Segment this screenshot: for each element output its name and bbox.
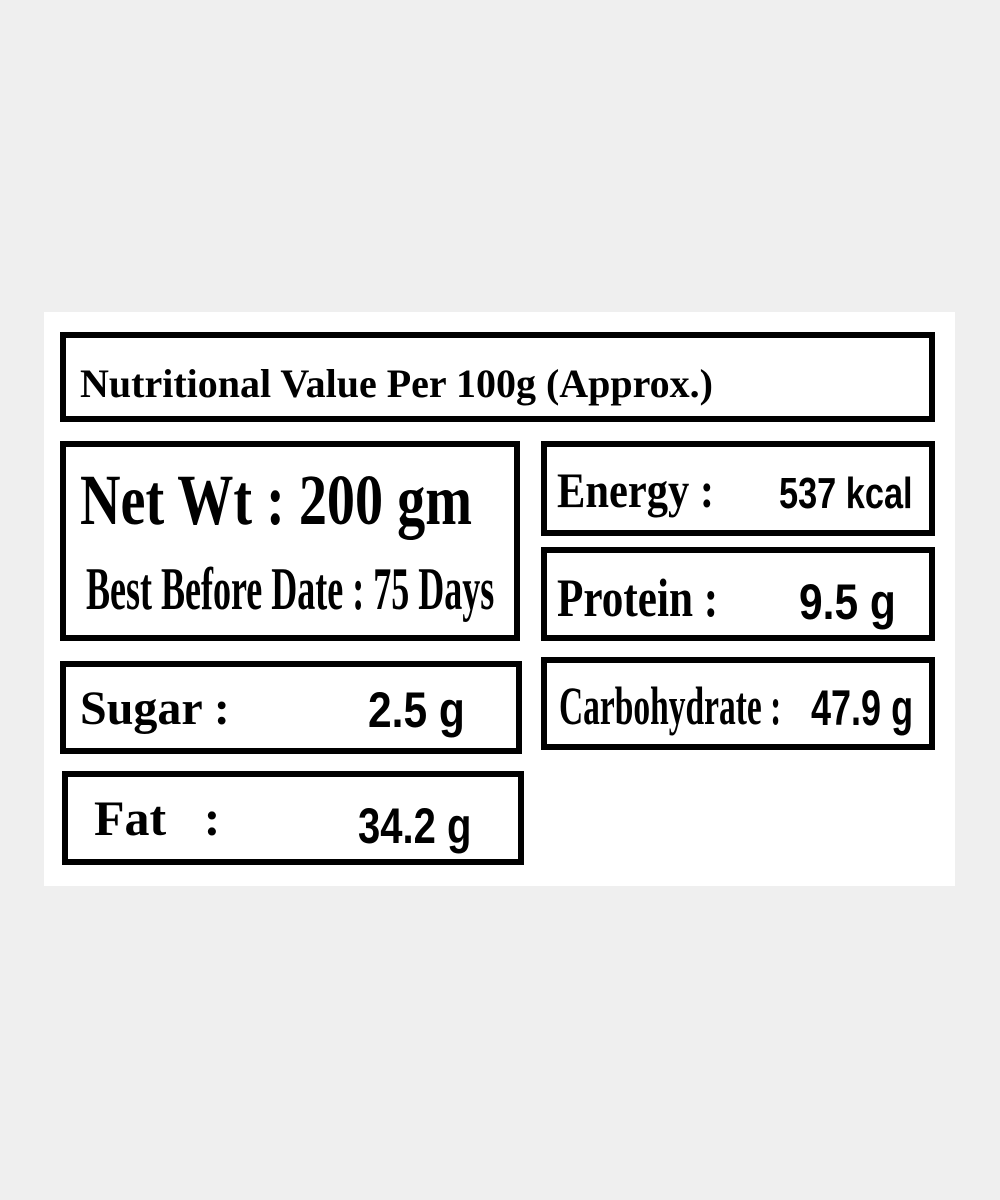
sugar-label: Sugar : xyxy=(80,682,230,735)
sugar-value: 2.5 g xyxy=(368,682,465,738)
label-title: Nutritional Value Per 100g (Approx.) xyxy=(80,361,713,406)
protein-box: Protein : 9.5 g xyxy=(541,547,935,641)
fat-value: 34.2 g xyxy=(358,798,472,854)
protein-value: 9.5 g xyxy=(799,574,896,630)
best-before: Best Before Date : 75 Days xyxy=(86,556,495,622)
title-box: Nutritional Value Per 100g (Approx.) xyxy=(60,332,935,422)
energy-box: Energy : 537 kcal xyxy=(541,441,935,536)
fat-label: Fat : xyxy=(94,790,221,846)
fat-box: Fat : 34.2 g xyxy=(62,771,524,865)
net-weight-box: Net Wt : 200 gm Best Before Date : 75 Da… xyxy=(60,441,520,641)
energy-label: Energy : xyxy=(557,462,714,518)
sugar-box: Sugar : 2.5 g xyxy=(60,661,522,754)
carbohydrate-box: Carbohydrate : 47.9 g xyxy=(541,657,935,750)
protein-label: Protein : xyxy=(557,568,719,628)
net-weight: Net Wt : 200 gm xyxy=(80,460,472,540)
energy-value: 537 kcal xyxy=(779,469,913,518)
carbohydrate-value: 47.9 g xyxy=(811,680,914,736)
carbohydrate-label: Carbohydrate : xyxy=(559,676,782,736)
